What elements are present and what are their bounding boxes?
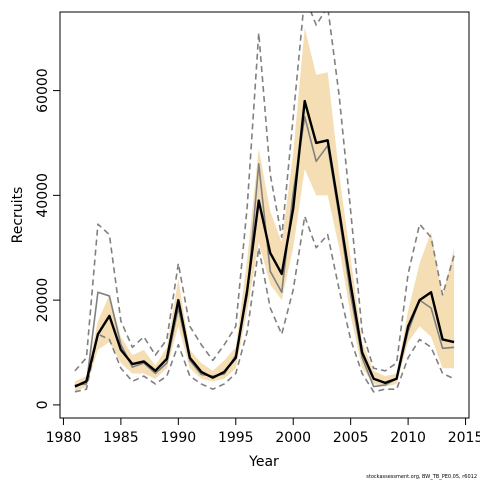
y-tick-label: 60000 xyxy=(35,68,51,113)
x-tick-label: 1995 xyxy=(218,430,254,446)
axes: 1980 1985 1990 1995 2000 2005 2010 2015 0 20000 40… xyxy=(35,68,480,446)
lower-bound-line xyxy=(74,215,455,393)
recruits-estimate-line xyxy=(74,99,455,388)
x-tick-label: 2010 xyxy=(390,430,426,446)
credit-text: stockassessment.org, BW_TB_PE0.05, r6012 xyxy=(366,474,477,480)
y-axis-title: Recruits xyxy=(10,187,26,244)
confidence-ribbon xyxy=(74,27,455,392)
upper-bound-line xyxy=(74,12,455,372)
x-tick-label: 2015 xyxy=(448,430,480,446)
plot-frame xyxy=(59,11,470,419)
x-tick-label: 2000 xyxy=(275,430,311,446)
x-tick-label: 1990 xyxy=(161,430,197,446)
x-tick-label: 1985 xyxy=(103,430,139,446)
x-tick-label: 2005 xyxy=(333,430,369,446)
x-tick-label: 1980 xyxy=(46,430,82,446)
y-tick-label: 40000 xyxy=(35,173,51,218)
x-axis-title: Year xyxy=(248,454,279,470)
y-tick-label: 20000 xyxy=(35,278,51,323)
plot-area xyxy=(74,12,455,393)
y-tick-label: 0 xyxy=(35,400,51,409)
